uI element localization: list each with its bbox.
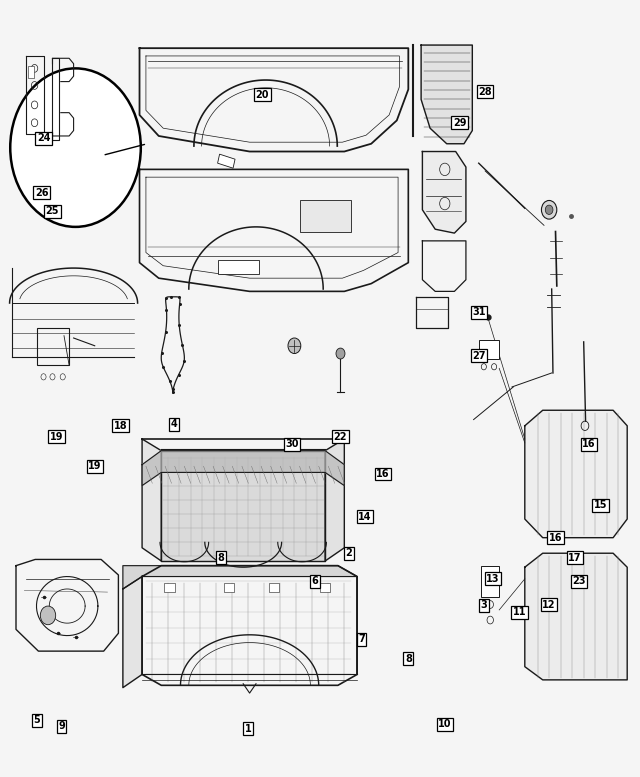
Text: 16: 16 (376, 469, 390, 479)
Text: 9: 9 (58, 722, 65, 731)
Polygon shape (142, 451, 344, 486)
Text: 4: 4 (171, 420, 177, 429)
Text: 26: 26 (35, 188, 49, 197)
Polygon shape (142, 439, 161, 561)
Text: 19: 19 (49, 432, 63, 441)
Polygon shape (525, 553, 627, 680)
Text: 11: 11 (513, 608, 527, 617)
Circle shape (336, 348, 345, 359)
Circle shape (541, 200, 557, 219)
Circle shape (545, 205, 553, 214)
Bar (300, 200, 351, 232)
Polygon shape (123, 577, 142, 688)
Bar (164, 583, 175, 592)
Text: 3: 3 (481, 601, 487, 610)
Polygon shape (325, 439, 344, 561)
Polygon shape (161, 451, 325, 561)
Text: 23: 23 (572, 577, 586, 586)
Polygon shape (422, 152, 466, 233)
Text: 5: 5 (34, 716, 40, 725)
Text: 13: 13 (486, 574, 500, 584)
Bar (28, 66, 34, 78)
Polygon shape (525, 410, 627, 538)
Text: 31: 31 (472, 308, 486, 317)
Text: 15: 15 (593, 500, 607, 510)
Text: 17: 17 (568, 553, 582, 563)
Text: 20: 20 (255, 90, 269, 99)
Text: 7: 7 (358, 635, 365, 644)
Bar (479, 340, 499, 359)
Polygon shape (421, 45, 472, 144)
Text: 6: 6 (312, 577, 318, 586)
Text: 28: 28 (478, 87, 492, 96)
Text: 29: 29 (452, 118, 467, 127)
Circle shape (40, 606, 56, 625)
Text: 24: 24 (36, 134, 51, 143)
Text: 18: 18 (113, 421, 127, 430)
Circle shape (288, 338, 301, 354)
Text: 1: 1 (245, 724, 252, 733)
Bar (320, 583, 330, 592)
Bar (481, 566, 499, 597)
Circle shape (10, 68, 141, 227)
Bar (37, 328, 69, 365)
Polygon shape (123, 566, 357, 589)
Text: 2: 2 (346, 549, 352, 558)
Text: 25: 25 (45, 207, 60, 216)
Bar (218, 154, 235, 168)
Text: 14: 14 (358, 512, 372, 521)
Bar (269, 583, 279, 592)
Text: 8: 8 (218, 553, 224, 563)
Text: 19: 19 (88, 462, 102, 471)
Text: 10: 10 (438, 720, 452, 729)
Text: 16: 16 (582, 440, 596, 449)
Text: 8: 8 (405, 654, 412, 664)
Text: 30: 30 (285, 440, 299, 449)
Text: 12: 12 (542, 600, 556, 609)
Text: 27: 27 (472, 351, 486, 361)
Bar (224, 583, 234, 592)
Bar (218, 260, 259, 274)
Text: 22: 22 (333, 432, 348, 441)
Text: 16: 16 (548, 533, 563, 542)
